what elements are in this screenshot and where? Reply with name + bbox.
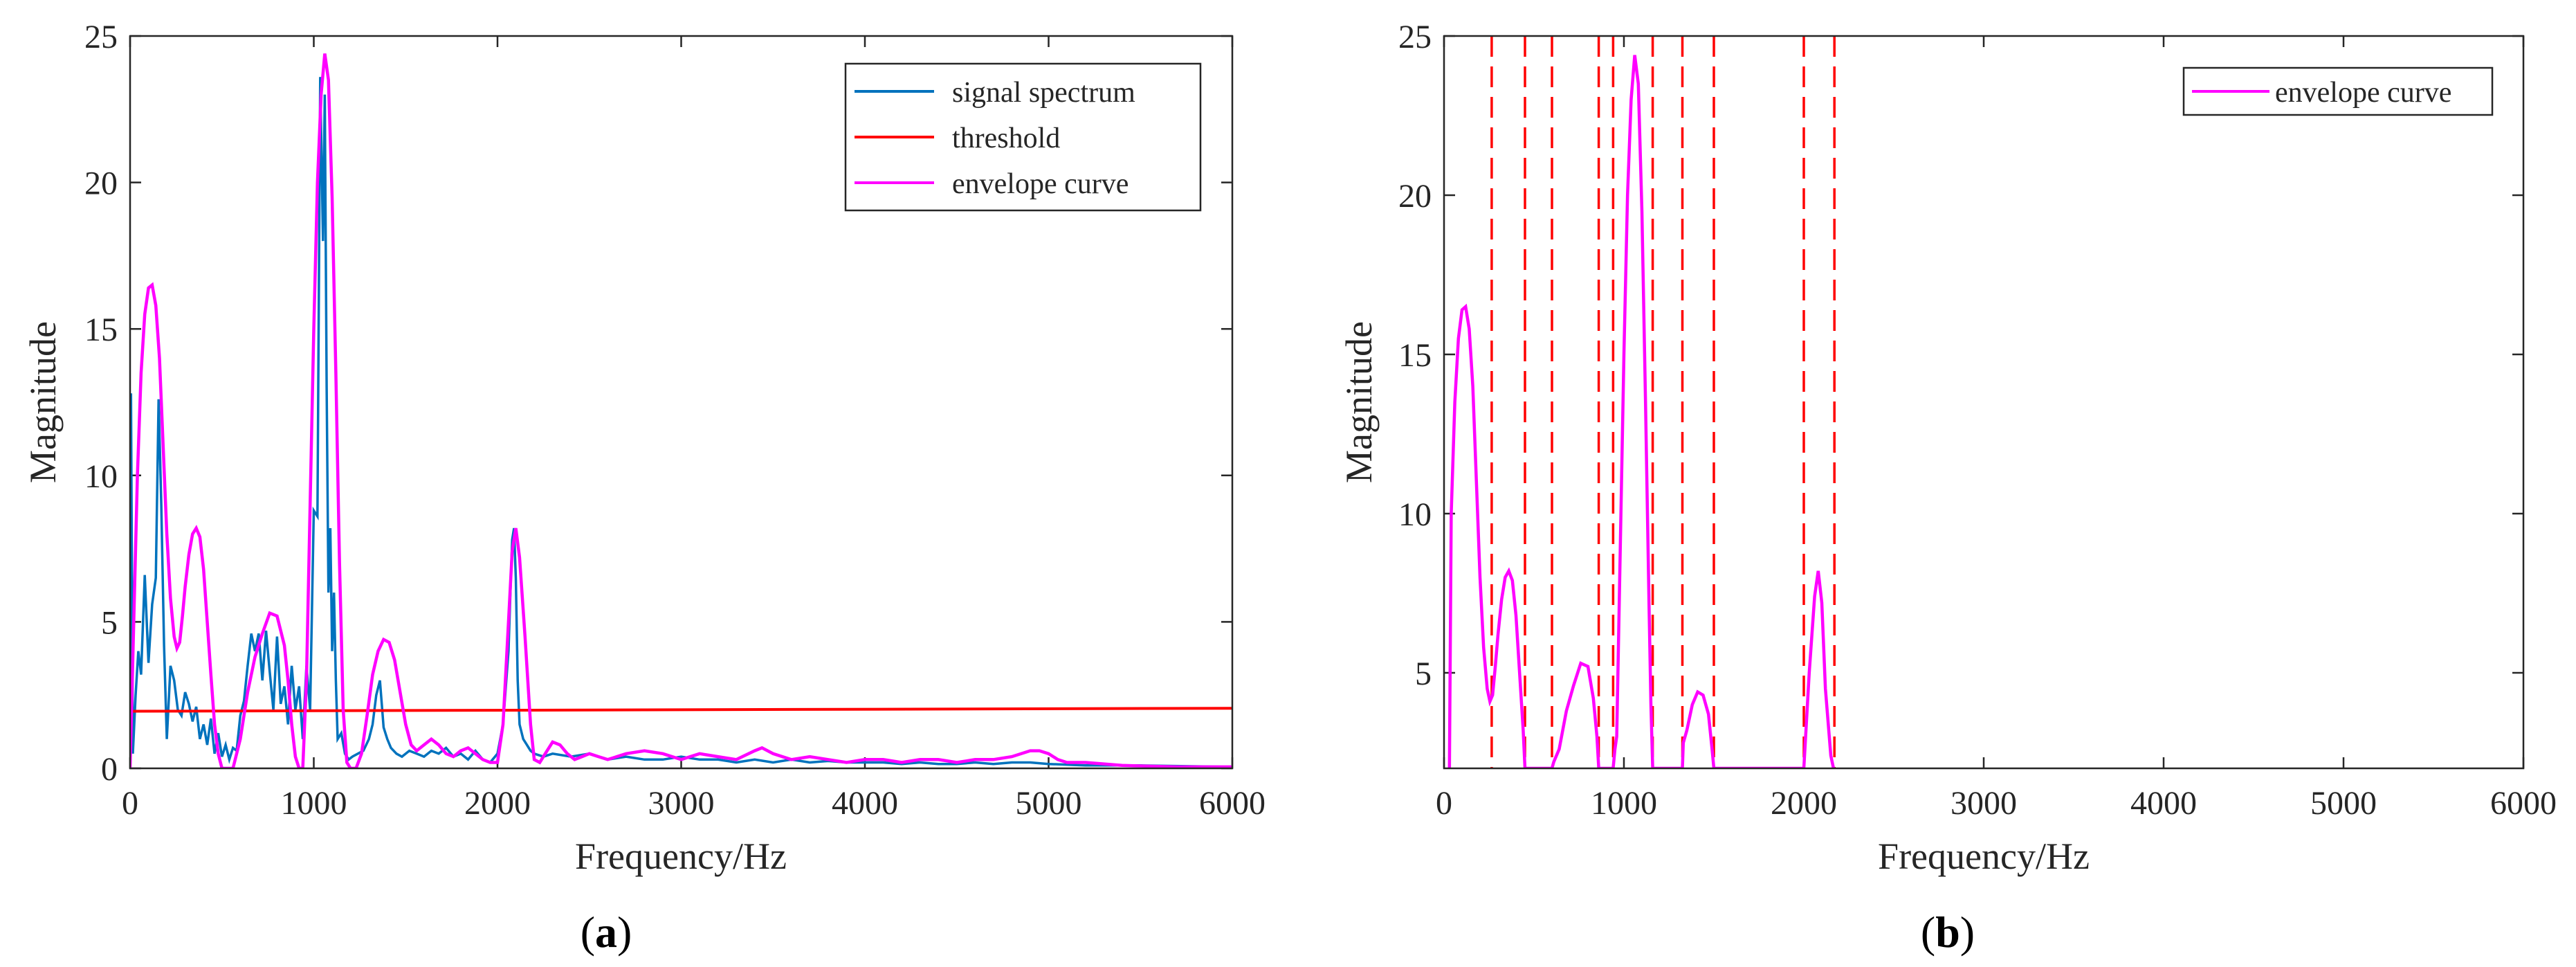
y-tick-label: 25 xyxy=(1398,19,1432,55)
y-tick-label: 20 xyxy=(1398,178,1432,215)
x-tick-label: 0 xyxy=(1436,785,1452,822)
legend-label-envelope-curve: envelope curve xyxy=(2275,77,2451,109)
envelope-curve-line xyxy=(1447,55,1836,768)
panel-b-caption: (b) xyxy=(1921,907,1975,957)
legend-label-envelope-curve: envelope curve xyxy=(952,168,1129,200)
y-tick-label: 5 xyxy=(1415,656,1432,692)
panel-a-x-axis-label: Frequency/Hz xyxy=(575,835,787,877)
y-tick-label: 25 xyxy=(84,19,118,55)
legend-label-signal-spectrum: signal spectrum xyxy=(952,77,1135,109)
x-tick-label: 0 xyxy=(122,785,138,822)
panel-b-legend: envelope curve xyxy=(2182,66,2494,116)
y-tick-label: 5 xyxy=(101,604,118,641)
panel-a-y-tick-labels: 0 5 10 15 20 25 xyxy=(84,19,118,788)
y-tick-label: 15 xyxy=(1398,337,1432,374)
x-tick-label: 6000 xyxy=(1199,785,1266,822)
panel-b-axes-box xyxy=(1443,35,2525,770)
y-tick-label: 20 xyxy=(84,165,118,202)
panel-a: 0 1000 2000 3000 4000 5000 6000 0 5 10 15 20 25 Fre… xyxy=(22,19,1266,957)
y-tick-label: 10 xyxy=(1398,496,1432,533)
panel-b-x-axis-label: Frequency/Hz xyxy=(1878,835,2090,877)
legend-label-threshold: threshold xyxy=(952,123,1060,154)
threshold-line xyxy=(130,707,1232,713)
x-tick-label: 4000 xyxy=(2130,785,2197,822)
panel-b: 0 1000 2000 3000 4000 5000 6000 5 10 15 20 25 Freq… xyxy=(1338,19,2557,957)
y-tick-label: 0 xyxy=(101,751,118,788)
panel-b-boundary-lines xyxy=(1490,36,1836,768)
y-tick-label: 15 xyxy=(84,311,118,348)
x-tick-label: 5000 xyxy=(1016,785,1082,822)
x-tick-label: 2000 xyxy=(1771,785,1837,822)
x-tick-label: 2000 xyxy=(464,785,531,822)
panel-a-axes-box xyxy=(129,35,1234,770)
x-tick-label: 3000 xyxy=(1951,785,2017,822)
x-tick-label: 1000 xyxy=(281,785,347,822)
y-tick-label: 10 xyxy=(84,458,118,495)
panel-a-y-axis-label: Magnitude xyxy=(22,321,64,483)
panel-b-plot-lines xyxy=(1447,36,1836,768)
x-tick-label: 6000 xyxy=(2490,785,2557,822)
x-tick-label: 5000 xyxy=(2310,785,2377,822)
panel-a-plot-lines xyxy=(130,53,1232,768)
panel-a-caption: (a) xyxy=(581,907,632,957)
panel-a-x-tick-labels: 0 1000 2000 3000 4000 5000 6000 xyxy=(122,785,1266,822)
panel-a-legend: signal spectrum threshold envelope curve xyxy=(844,62,1202,212)
x-tick-label: 3000 xyxy=(648,785,715,822)
panel-b-x-tick-labels: 0 1000 2000 3000 4000 5000 6000 xyxy=(1436,785,2557,822)
panel-b-y-axis-label: Magnitude xyxy=(1338,321,1380,483)
panel-b-y-tick-labels: 5 10 15 20 25 xyxy=(1398,19,1432,692)
x-tick-label: 4000 xyxy=(832,785,898,822)
panel-b-tick-marks xyxy=(1443,35,2525,768)
envelope-curve-line xyxy=(130,53,1232,768)
x-tick-label: 1000 xyxy=(1591,785,1657,822)
